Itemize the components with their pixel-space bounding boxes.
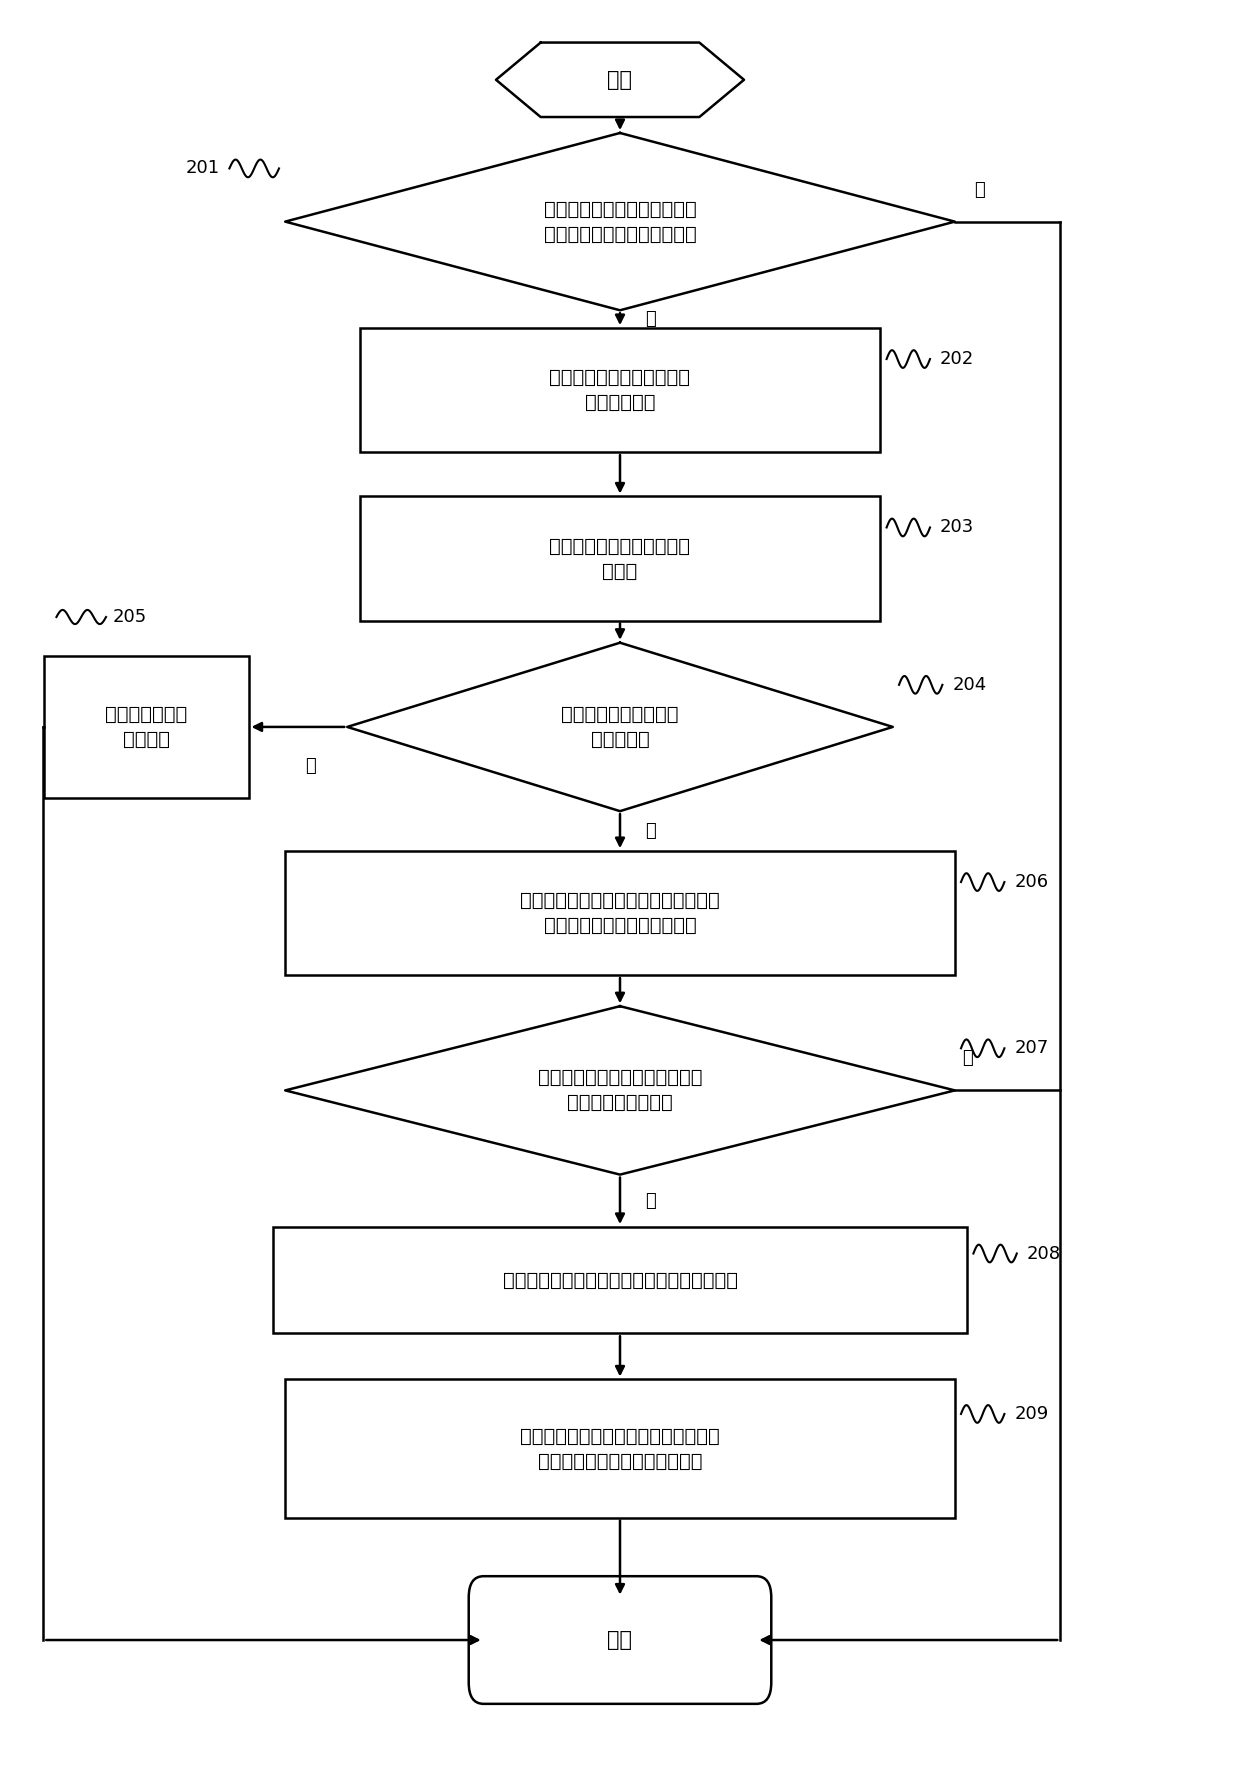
- Text: 204: 204: [952, 676, 987, 693]
- Text: 向对应的应用程序发送读取到的异常恢复广播: 向对应的应用程序发送读取到的异常恢复广播: [502, 1271, 738, 1289]
- Text: 开始: 开始: [608, 69, 632, 90]
- Text: 将未完成后台任务的应用程序注册的异
常恢复广播记录到广播列表中: 将未完成后台任务的应用程序注册的异 常恢复广播记录到广播列表中: [520, 892, 720, 934]
- Text: 判断操作系统是否从广播列表中
读取到异常恢复广播: 判断操作系统是否从广播列表中 读取到异常恢复广播: [538, 1069, 702, 1112]
- Text: 是: 是: [305, 757, 316, 775]
- Bar: [285, 1379, 955, 1518]
- Polygon shape: [347, 644, 893, 812]
- Bar: [360, 496, 880, 621]
- Bar: [43, 656, 249, 798]
- Text: 向移动终端的操作系统注册
异常恢复广播: 向移动终端的操作系统注册 异常恢复广播: [549, 369, 691, 411]
- FancyBboxPatch shape: [469, 1576, 771, 1704]
- Text: 208: 208: [1027, 1245, 1061, 1262]
- Bar: [285, 851, 955, 975]
- Bar: [273, 1227, 967, 1333]
- Text: 203: 203: [940, 518, 975, 537]
- Text: 否: 否: [962, 1050, 972, 1067]
- Polygon shape: [285, 133, 955, 310]
- Text: 操作系统记录所有的异常恢
复广播: 操作系统记录所有的异常恢 复广播: [549, 537, 691, 580]
- Text: 否: 否: [975, 181, 985, 199]
- Text: 取消异常恢复广
播的注册: 取消异常恢复广 播的注册: [105, 706, 187, 748]
- Polygon shape: [285, 1005, 955, 1174]
- Text: 判断是否需要在移动终端异常
关机后恢复未完成的后台任务: 判断是否需要在移动终端异常 关机后恢复未完成的后台任务: [543, 200, 697, 243]
- Text: 201: 201: [185, 160, 219, 177]
- Text: 207: 207: [1014, 1039, 1049, 1057]
- Text: 206: 206: [1014, 872, 1049, 892]
- Text: 结束: 结束: [608, 1629, 632, 1651]
- Bar: [360, 328, 880, 452]
- Text: 否: 否: [646, 823, 656, 840]
- Text: 判断应用程序的后台任
务是否完成: 判断应用程序的后台任 务是否完成: [562, 706, 678, 748]
- Text: 209: 209: [1014, 1404, 1049, 1424]
- Polygon shape: [496, 43, 744, 117]
- Text: 202: 202: [940, 349, 975, 369]
- Text: 是: 是: [646, 310, 656, 328]
- Text: 205: 205: [112, 608, 146, 626]
- Text: 是: 是: [646, 1191, 656, 1209]
- Text: 应用程序接收到自己注册的异常恢复广
播，继续执行未完成的后台任务: 应用程序接收到自己注册的异常恢复广 播，继续执行未完成的后台任务: [520, 1427, 720, 1470]
